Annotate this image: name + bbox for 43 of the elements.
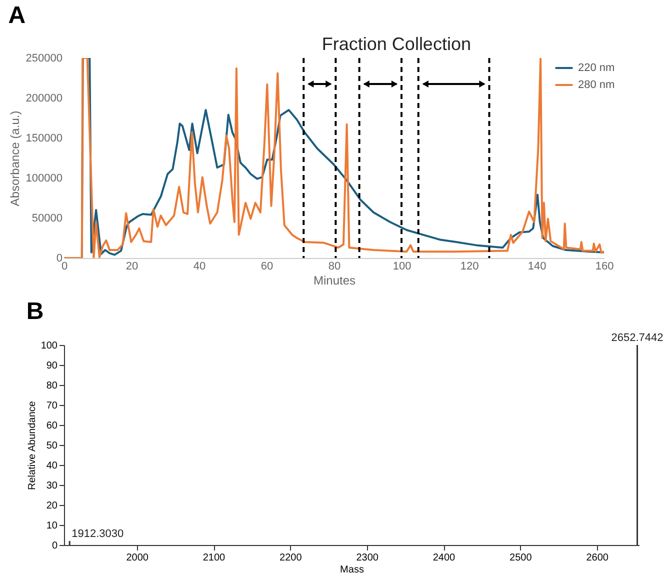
y-axis-title: Absorbance (a.u.) — [8, 110, 22, 206]
x-axis-title: Minutes — [313, 274, 356, 288]
y-tick-label: 20 — [46, 500, 58, 512]
text: Fraction Collection — [322, 34, 471, 54]
x-axis-title: Mass — [340, 564, 364, 576]
legend-label: 280 nm — [578, 79, 615, 91]
y-tick-label: 30 — [46, 480, 58, 492]
annotation: 2652.7442 — [611, 332, 664, 344]
y-tick-label: 40 — [46, 460, 58, 472]
y-tick-label: 200000 — [26, 92, 62, 104]
x-tick-label: 2600 — [586, 552, 609, 564]
annotation: 1912.3030 — [72, 528, 124, 540]
x-tick-label: 2100 — [202, 552, 226, 564]
y-tick-label: 10 — [46, 520, 58, 532]
x-tick-label: 120 — [460, 260, 479, 272]
chart-title: A — [8, 2, 26, 29]
x-tick-label: 160 — [595, 260, 614, 272]
y-tick-label: 0 — [52, 540, 58, 552]
y-tick-label: 100 — [40, 340, 58, 352]
y-tick-label: 80 — [46, 380, 58, 392]
x-tick-label: 140 — [528, 260, 546, 272]
x-tick-label: 2000 — [126, 552, 149, 564]
x-tick-label: 40 — [193, 260, 206, 272]
y-tick-label: 70 — [46, 400, 58, 412]
chart-title: B — [26, 298, 44, 325]
x-tick-label: 100 — [392, 260, 412, 272]
y-tick-label: 50 — [46, 440, 58, 452]
x-tick-label: 2400 — [432, 552, 456, 564]
y-tick-label: 0 — [56, 252, 62, 264]
x-tick-label: 2500 — [510, 552, 532, 564]
y-tick-label: 150000 — [26, 132, 62, 144]
legend-label: 220 nm — [578, 62, 615, 74]
y-axis-title: Relative Abundance — [26, 400, 38, 490]
x-tick-label: 2300 — [356, 552, 379, 564]
x-tick-label: 20 — [126, 260, 138, 272]
y-tick-label: 100000 — [26, 172, 62, 184]
y-tick-label: 250000 — [26, 52, 62, 64]
y-tick-label: 50000 — [32, 212, 62, 224]
x-tick-label: 60 — [260, 260, 274, 272]
x-tick-label: 2200 — [280, 552, 302, 564]
x-tick-label: 80 — [328, 260, 341, 272]
y-tick-label: 60 — [46, 420, 58, 432]
y-tick-label: 90 — [46, 360, 58, 372]
